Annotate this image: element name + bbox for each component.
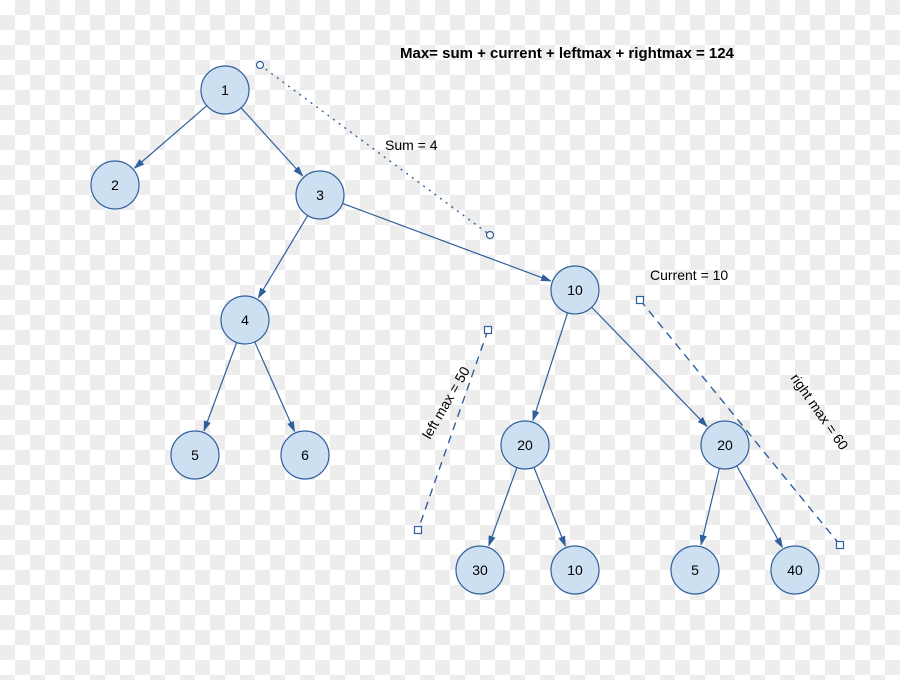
nodes-layer: 1 2 3 4 10 5 6 20 20 30 10 5 40 <box>91 66 819 594</box>
tree-node: 5 <box>171 431 219 479</box>
annotation-text-layer: Max= sum + current + leftmax + rightmax … <box>385 45 852 453</box>
tree-edge <box>258 216 307 298</box>
node-label: 10 <box>567 282 583 298</box>
node-label: 3 <box>316 187 324 203</box>
tree-node: 6 <box>281 431 329 479</box>
rightmax-label: right max = 60 <box>788 371 852 453</box>
tree-node: 20 <box>701 421 749 469</box>
tree-edge <box>737 466 783 547</box>
tree-node: 20 <box>501 421 549 469</box>
node-label: 10 <box>567 562 583 578</box>
annotation-line <box>260 65 490 235</box>
annotation-endpoint <box>257 62 264 69</box>
tree-node: 10 <box>551 266 599 314</box>
node-label: 20 <box>717 437 733 453</box>
tree-node: 3 <box>296 171 344 219</box>
current-label: Current = 10 <box>650 267 728 283</box>
tree-edge <box>204 343 237 431</box>
node-label: 40 <box>787 562 803 578</box>
annotation-endpoint <box>485 327 492 334</box>
annotation-endpoint <box>837 542 844 549</box>
tree-edge <box>135 106 207 168</box>
tree-edge <box>701 468 719 544</box>
tree-edge <box>255 342 295 431</box>
node-label: 30 <box>472 562 488 578</box>
tree-edge <box>241 108 302 176</box>
node-label: 4 <box>241 312 249 328</box>
tree-node: 30 <box>456 546 504 594</box>
annotation-endpoint <box>487 232 494 239</box>
tree-diagram: 1 2 3 4 10 5 6 20 20 30 10 5 40 Max= sum + current +… <box>0 0 900 680</box>
tree-edge <box>534 467 565 546</box>
leftmax-label: left max = 50 <box>419 364 473 442</box>
tree-node: 1 <box>201 66 249 114</box>
tree-node: 40 <box>771 546 819 594</box>
tree-node: 2 <box>91 161 139 209</box>
tree-edge <box>489 468 517 546</box>
tree-node: 4 <box>221 296 269 344</box>
tree-edge <box>533 313 568 420</box>
node-label: 1 <box>221 82 229 98</box>
node-label: 2 <box>111 177 119 193</box>
node-label: 20 <box>517 437 533 453</box>
tree-edge <box>342 203 550 281</box>
annotation-lines-layer <box>257 62 844 549</box>
tree-edge <box>592 307 707 426</box>
tree-node: 5 <box>671 546 719 594</box>
annotation-line <box>640 300 840 545</box>
sum-label: Sum = 4 <box>385 137 438 153</box>
node-label: 5 <box>691 562 699 578</box>
node-label: 5 <box>191 447 199 463</box>
annotation-endpoint <box>637 297 644 304</box>
title-text: Max= sum + current + leftmax + rightmax … <box>400 45 735 62</box>
node-label: 6 <box>301 447 309 463</box>
annotation-endpoint <box>415 527 422 534</box>
tree-node: 10 <box>551 546 599 594</box>
